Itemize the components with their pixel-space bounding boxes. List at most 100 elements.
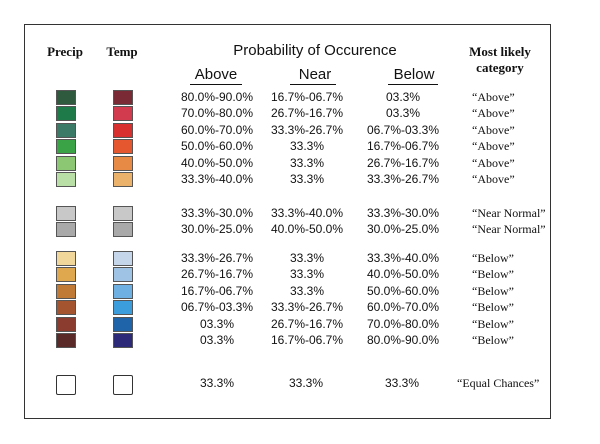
precip-swatch bbox=[56, 267, 76, 282]
most-likely-line2: category bbox=[476, 60, 524, 75]
most-likely-category: “Above” bbox=[472, 139, 515, 153]
temp-swatch bbox=[113, 284, 133, 299]
above-probability: 33.3%-26.7% bbox=[180, 251, 254, 265]
above-probability: 30.0%-25.0% bbox=[180, 222, 254, 236]
probability-title: Probability of Occurence bbox=[233, 42, 397, 59]
near-probability: 33.3% bbox=[289, 267, 325, 281]
near-probability: 33.3% bbox=[289, 156, 325, 170]
temp-swatch bbox=[113, 317, 133, 332]
temp-swatch bbox=[113, 156, 133, 171]
below-column-header: Below bbox=[393, 66, 435, 83]
precip-swatch bbox=[56, 222, 76, 237]
below-probability: 80.0%-90.0% bbox=[366, 333, 440, 347]
below-underline bbox=[388, 84, 438, 85]
legend-frame bbox=[24, 24, 551, 419]
most-likely-line1: Most likely bbox=[469, 44, 531, 59]
below-probability: 50.0%-60.0% bbox=[366, 284, 440, 298]
temp-swatch bbox=[113, 206, 133, 221]
most-likely-category: “Above” bbox=[472, 172, 515, 186]
most-likely-category: “Below” bbox=[472, 333, 514, 347]
precip-swatch bbox=[56, 90, 76, 105]
near-probability: 16.7%-06.7% bbox=[270, 90, 344, 104]
precip-header: Precip bbox=[47, 44, 83, 59]
above-probability: 40.0%-50.0% bbox=[180, 156, 254, 170]
below-probability: 33.3%-30.0% bbox=[366, 206, 440, 220]
most-likely-category: “Below” bbox=[472, 267, 514, 281]
precip-swatch bbox=[56, 106, 76, 121]
temp-swatch bbox=[113, 251, 133, 266]
precip-swatch bbox=[56, 206, 76, 221]
precip-swatch bbox=[56, 284, 76, 299]
equal-chances-temp-box bbox=[113, 375, 133, 395]
equal-below-value: 33.3% bbox=[384, 376, 420, 390]
most-likely-category: “Below” bbox=[472, 300, 514, 314]
above-probability: 03.3% bbox=[199, 333, 235, 347]
below-probability: 06.7%-03.3% bbox=[366, 123, 440, 137]
near-probability: 26.7%-16.7% bbox=[270, 106, 344, 120]
precip-swatch bbox=[56, 333, 76, 348]
above-probability: 70.0%-80.0% bbox=[180, 106, 254, 120]
near-probability: 33.3%-26.7% bbox=[270, 123, 344, 137]
above-probability: 26.7%-16.7% bbox=[180, 267, 254, 281]
above-probability: 16.7%-06.7% bbox=[180, 284, 254, 298]
above-probability: 06.7%-03.3% bbox=[180, 300, 254, 314]
temp-header: Temp bbox=[106, 44, 138, 59]
most-likely-category: “Above” bbox=[472, 156, 515, 170]
equal-above-value: 33.3% bbox=[199, 376, 235, 390]
temp-swatch bbox=[113, 90, 133, 105]
below-probability: 30.0%-25.0% bbox=[366, 222, 440, 236]
below-probability: 03.3% bbox=[385, 106, 421, 120]
most-likely-category: “Above” bbox=[472, 106, 515, 120]
below-probability: 33.3%-40.0% bbox=[366, 251, 440, 265]
equal-chances-precip-box bbox=[56, 375, 76, 395]
above-probability: 33.3%-40.0% bbox=[180, 172, 254, 186]
below-probability: 40.0%-50.0% bbox=[366, 267, 440, 281]
temp-swatch bbox=[113, 300, 133, 315]
precip-swatch bbox=[56, 156, 76, 171]
above-underline bbox=[190, 84, 242, 85]
near-underline bbox=[290, 84, 336, 85]
above-probability: 50.0%-60.0% bbox=[180, 139, 254, 153]
above-column-header: Above bbox=[194, 66, 238, 83]
below-probability: 60.0%-70.0% bbox=[366, 300, 440, 314]
most-likely-category: “Above” bbox=[472, 90, 515, 104]
most-likely-category: “Above” bbox=[472, 123, 515, 137]
most-likely-category: “Below” bbox=[472, 251, 514, 265]
temp-swatch bbox=[113, 333, 133, 348]
most-likely-category: “Below” bbox=[472, 317, 514, 331]
near-probability: 33.3%-40.0% bbox=[270, 206, 344, 220]
temp-swatch bbox=[113, 222, 133, 237]
near-probability: 33.3% bbox=[289, 139, 325, 153]
equal-chances-category: “Equal Chances” bbox=[457, 376, 540, 390]
below-probability: 16.7%-06.7% bbox=[366, 139, 440, 153]
below-probability: 03.3% bbox=[385, 90, 421, 104]
near-probability: 16.7%-06.7% bbox=[270, 333, 344, 347]
above-probability: 33.3%-30.0% bbox=[180, 206, 254, 220]
equal-near-value: 33.3% bbox=[288, 376, 324, 390]
temp-swatch bbox=[113, 123, 133, 138]
temp-swatch bbox=[113, 106, 133, 121]
precip-swatch bbox=[56, 123, 76, 138]
temp-swatch bbox=[113, 172, 133, 187]
most-likely-category: “Below” bbox=[472, 284, 514, 298]
below-probability: 70.0%-80.0% bbox=[366, 317, 440, 331]
above-probability: 80.0%-90.0% bbox=[180, 90, 254, 104]
temp-swatch bbox=[113, 267, 133, 282]
most-likely-category: “Near Normal” bbox=[472, 206, 546, 220]
precip-swatch bbox=[56, 300, 76, 315]
precip-swatch bbox=[56, 251, 76, 266]
near-probability: 33.3% bbox=[289, 172, 325, 186]
precip-swatch bbox=[56, 139, 76, 154]
near-probability: 26.7%-16.7% bbox=[270, 317, 344, 331]
near-probability: 40.0%-50.0% bbox=[270, 222, 344, 236]
precip-swatch bbox=[56, 317, 76, 332]
near-column-header: Near bbox=[298, 66, 332, 83]
above-probability: 60.0%-70.0% bbox=[180, 123, 254, 137]
near-probability: 33.3% bbox=[289, 284, 325, 298]
most-likely-category: “Near Normal” bbox=[472, 222, 546, 236]
most-likely-header: Most likely category bbox=[455, 44, 545, 76]
near-probability: 33.3% bbox=[289, 251, 325, 265]
below-probability: 33.3%-26.7% bbox=[366, 172, 440, 186]
above-probability: 03.3% bbox=[199, 317, 235, 331]
precip-swatch bbox=[56, 172, 76, 187]
